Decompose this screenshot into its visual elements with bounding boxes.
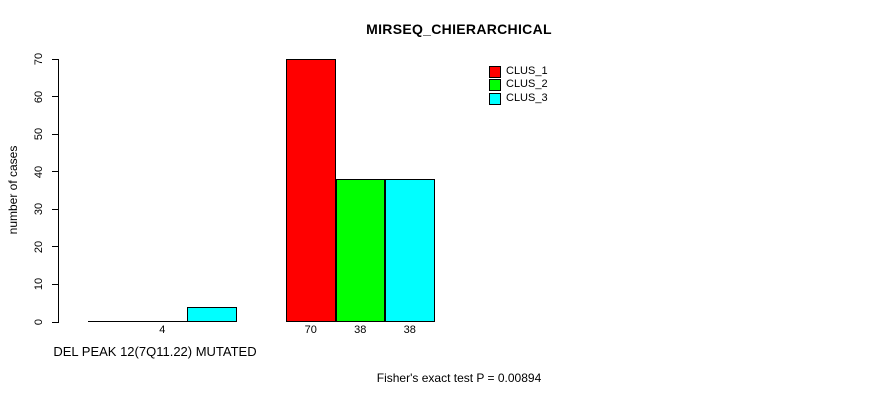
y-tick-mark xyxy=(52,58,59,60)
y-tick-mark xyxy=(52,171,59,173)
y-tick-mark xyxy=(52,96,59,98)
bar-value-label: 4 xyxy=(159,324,166,336)
y-tick-label: 0 xyxy=(33,318,45,326)
y-tick-label: 70 xyxy=(33,52,45,66)
y-tick-mark xyxy=(52,133,59,135)
y-axis-line xyxy=(58,59,59,323)
legend-swatch-clus_2 xyxy=(489,79,501,92)
zero-bar-clus_2-group1 xyxy=(137,321,188,322)
fisher-test-annotation: Fisher's exact test P = 0.00894 xyxy=(376,371,542,385)
bar-clus_2-group2 xyxy=(335,179,385,322)
y-tick-label: 20 xyxy=(33,240,45,253)
bar-clus_3-group1 xyxy=(187,306,237,322)
bar-value-label: 70 xyxy=(304,324,317,336)
y-tick-mark xyxy=(52,283,59,285)
bar-clus_3-group2 xyxy=(385,179,435,322)
legend-swatch-clus_1 xyxy=(489,66,501,78)
y-tick-label: 30 xyxy=(33,203,45,216)
bar-value-label: 38 xyxy=(403,324,416,336)
y-tick-label: 10 xyxy=(33,278,45,291)
chart-title: MIRSEQ_CHIERARCHICAL xyxy=(366,21,552,37)
y-tick-mark xyxy=(52,246,59,248)
y-tick-mark xyxy=(52,321,59,323)
bar-clus_1-group2 xyxy=(286,59,336,322)
legend-label-clus_1: CLUS_1 xyxy=(506,65,548,77)
y-axis-label: number of cases xyxy=(6,145,20,235)
y-tick-label: 40 xyxy=(33,165,45,178)
legend-label-clus_2: CLUS_2 xyxy=(506,78,548,91)
legend-label-clus_3: CLUS_3 xyxy=(506,91,548,104)
legend-swatch-clus_3 xyxy=(489,92,501,105)
zero-bar-clus_1-group1 xyxy=(88,321,139,322)
x-category-label: DEL PEAK 12(7Q11.22) MUTATED xyxy=(53,344,257,359)
y-tick-label: 60 xyxy=(33,90,45,103)
bar-value-label: 38 xyxy=(354,324,367,336)
y-tick-mark xyxy=(52,208,59,210)
y-tick-label: 50 xyxy=(33,128,45,141)
